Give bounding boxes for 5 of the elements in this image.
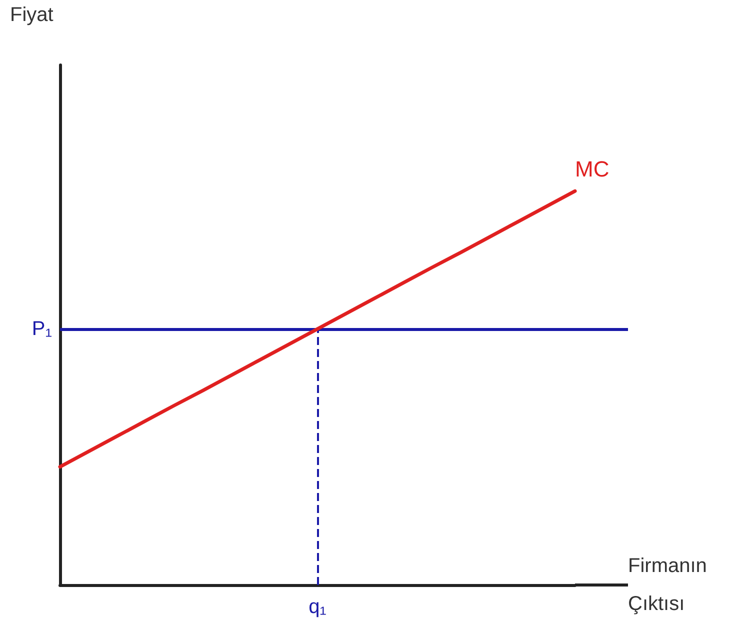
text: Fiyat: [10, 4, 54, 26]
x-axis-title: Firmanın Çıktısı: [628, 555, 707, 615]
text: q₁: [308, 596, 327, 618]
series-label: MC: [575, 156, 610, 182]
ref-line-label: P₁: [32, 318, 52, 340]
